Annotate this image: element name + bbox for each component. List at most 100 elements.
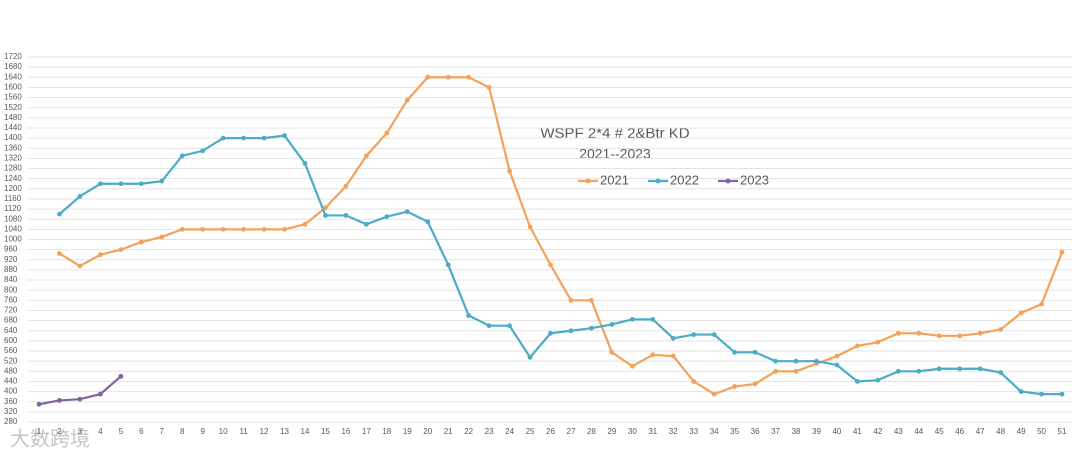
data-point: [691, 379, 697, 384]
data-point: [670, 353, 676, 359]
y-tick-label: 1000: [4, 235, 22, 244]
chart-subtitle: 2021--2023: [579, 146, 651, 162]
data-point: [875, 339, 881, 345]
legend-label: 2023: [740, 172, 769, 187]
x-tick-label: 7: [160, 427, 165, 436]
data-point: [343, 183, 349, 189]
x-tick-label: 42: [873, 427, 882, 436]
x-tick-label: 34: [710, 427, 719, 436]
y-tick-label: 1720: [4, 52, 22, 61]
x-tick-label: 32: [669, 427, 678, 436]
data-point: [936, 333, 942, 339]
x-tick-label: 41: [853, 427, 862, 436]
data-point: [752, 381, 758, 387]
data-point: [957, 333, 963, 339]
x-tick-label: 51: [1058, 427, 1067, 436]
y-tick-label: 1600: [4, 83, 22, 92]
data-point: [1039, 391, 1044, 397]
data-point: [507, 168, 512, 174]
y-tick-label: 1240: [4, 174, 22, 183]
x-tick-label: 9: [200, 427, 205, 436]
data-point: [793, 358, 799, 364]
data-point: [159, 234, 165, 240]
data-point: [895, 368, 901, 374]
data-point: [793, 368, 799, 374]
legend-marker: [655, 178, 661, 184]
data-point: [57, 398, 62, 403]
data-point: [241, 135, 247, 141]
data-point: [323, 213, 328, 218]
data-point: [57, 211, 62, 217]
x-tick-label: 30: [628, 427, 637, 436]
data-point: [977, 366, 983, 372]
x-tick-label: 10: [219, 427, 228, 436]
data-point: [200, 226, 206, 232]
data-point: [1018, 310, 1024, 316]
data-point: [138, 239, 144, 245]
data-point: [773, 368, 778, 374]
x-tick-label: 25: [526, 427, 535, 436]
x-tick-label: 21: [444, 427, 453, 436]
data-point: [1059, 249, 1065, 255]
data-point: [711, 391, 717, 397]
data-point: [425, 74, 431, 80]
y-tick-label: 440: [4, 377, 18, 386]
data-point: [875, 377, 881, 383]
data-point: [834, 353, 840, 359]
y-tick-label: 280: [4, 417, 18, 426]
data-point: [363, 153, 369, 159]
x-tick-label: 38: [792, 427, 801, 436]
x-tick-label: 29: [607, 427, 616, 436]
x-tick-label: 45: [935, 427, 944, 436]
data-point: [404, 209, 410, 215]
data-point: [57, 251, 62, 256]
x-tick-label: 33: [689, 427, 698, 436]
data-point: [77, 194, 83, 199]
y-tick-label: 1360: [4, 143, 22, 152]
data-point: [609, 322, 615, 327]
data-point: [589, 325, 594, 331]
data-point: [77, 263, 83, 269]
x-tick-label: 5: [119, 427, 124, 436]
data-point: [936, 366, 942, 372]
data-point: [118, 247, 124, 253]
y-tick-label: 880: [4, 265, 18, 274]
data-point: [282, 226, 287, 232]
data-point: [732, 349, 738, 355]
x-tick-label: 27: [567, 427, 576, 436]
x-tick-label: 31: [648, 427, 657, 436]
data-point: [1039, 301, 1044, 307]
data-point: [118, 181, 124, 187]
data-point: [384, 130, 390, 136]
data-point: [97, 391, 103, 397]
y-tick-label: 600: [4, 336, 18, 345]
data-point: [486, 85, 492, 90]
data-point: [650, 352, 656, 358]
data-point: [36, 401, 42, 407]
data-point: [425, 219, 431, 225]
x-tick-label: 46: [955, 427, 964, 436]
data-point: [384, 214, 390, 220]
data-point: [998, 327, 1004, 332]
x-tick-label: 12: [260, 427, 269, 436]
y-tick-label: 1120: [4, 204, 22, 213]
data-point: [200, 148, 206, 154]
data-point: [404, 97, 410, 103]
x-tick-label: 3: [78, 427, 83, 436]
x-tick-label: 15: [321, 427, 330, 436]
y-tick-label: 1480: [4, 113, 22, 122]
data-point: [302, 221, 308, 227]
data-point: [773, 358, 778, 364]
y-tick-label: 560: [4, 346, 18, 355]
y-tick-label: 1320: [4, 153, 22, 162]
data-point: [466, 313, 472, 318]
data-point: [97, 181, 103, 187]
y-tick-label: 960: [4, 245, 18, 254]
data-point: [548, 262, 553, 268]
data-point: [97, 252, 103, 258]
x-tick-label: 20: [423, 427, 432, 436]
data-point: [1059, 391, 1065, 397]
data-point: [282, 133, 287, 138]
data-point: [957, 366, 963, 372]
x-tick-label: 22: [464, 427, 473, 436]
